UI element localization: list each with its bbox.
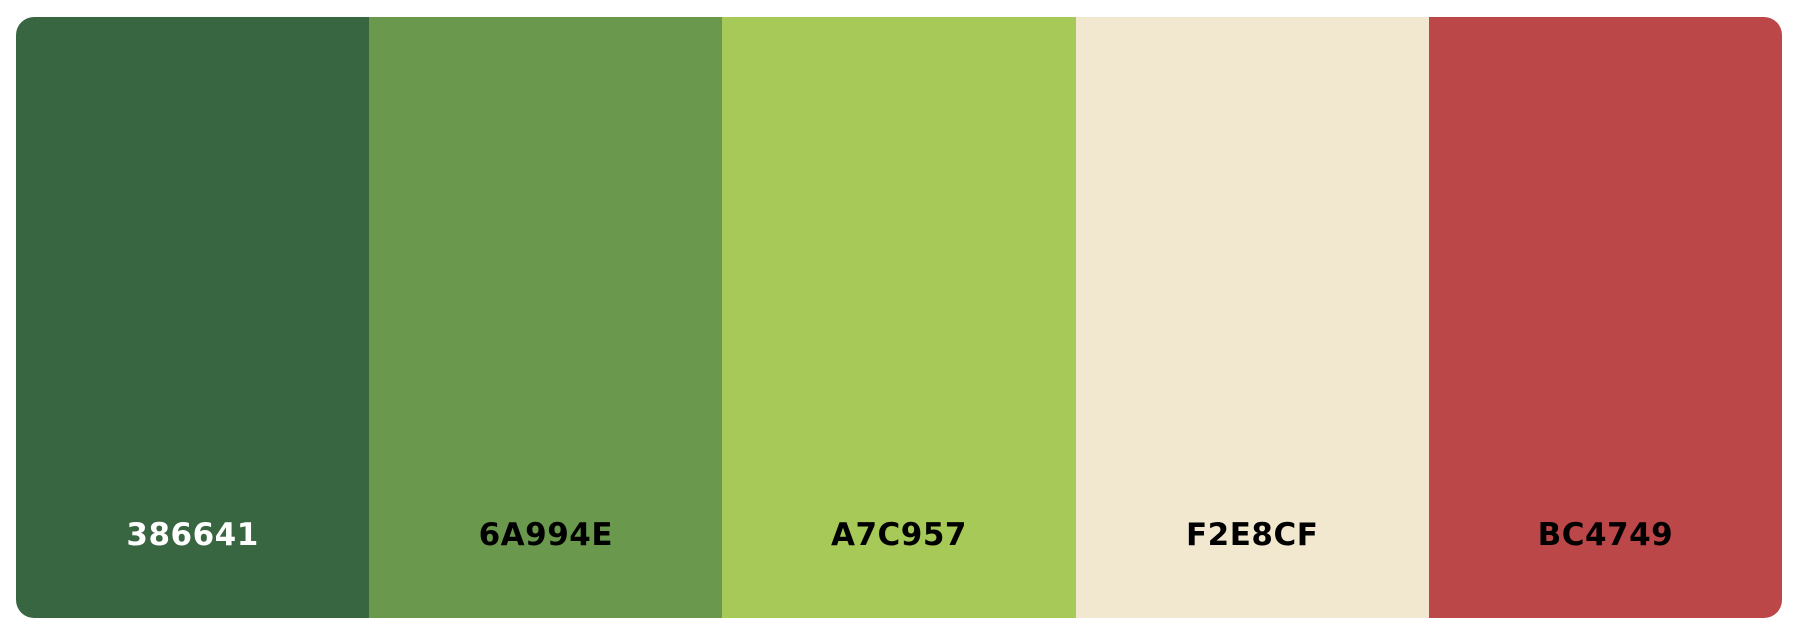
color-swatch-2[interactable]: 6A994E [369, 17, 723, 618]
hex-code-label: A7C957 [830, 517, 968, 553]
color-swatch-3[interactable]: A7C957 [722, 17, 1076, 618]
color-swatch-1[interactable]: 386641 [16, 17, 370, 618]
hex-code-label: F2E8CF [1186, 517, 1319, 553]
color-palette: 386641 6A994E A7C957 F2E8CF BC4749 [16, 17, 1782, 618]
hex-code-label: 386641 [126, 517, 259, 553]
color-swatch-5[interactable]: BC4749 [1428, 17, 1782, 618]
hex-code-label: BC4749 [1537, 517, 1674, 553]
color-swatch-4[interactable]: F2E8CF [1075, 17, 1429, 618]
hex-code-label: 6A994E [478, 517, 614, 553]
